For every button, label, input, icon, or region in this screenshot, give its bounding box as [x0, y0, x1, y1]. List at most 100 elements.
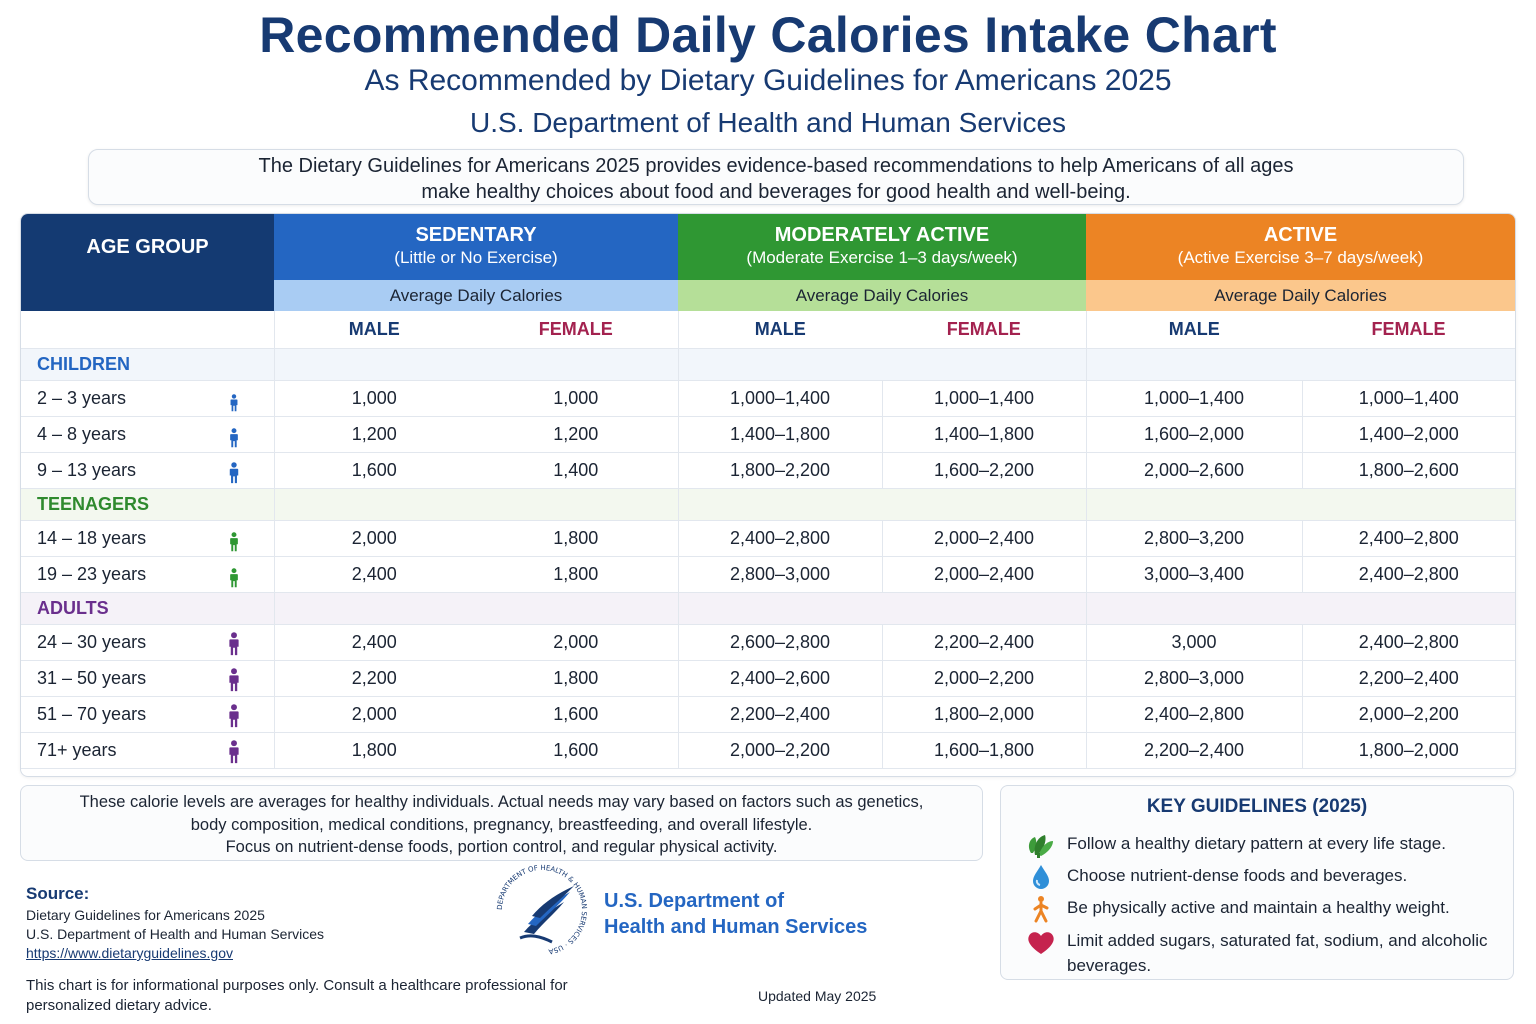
sedentary-subtitle: (Little or No Exercise): [394, 248, 558, 267]
calorie-value-cell: 2,000–2,200: [881, 660, 1086, 697]
age-cell: 14 – 18 years: [21, 520, 275, 557]
person-icon: [229, 461, 238, 483]
calorie-value-cell: 2,000: [274, 696, 474, 733]
calorie-value-cell: 3,000: [1085, 624, 1302, 661]
sedentary-female-header: FEMALE: [474, 311, 678, 349]
age-label: 71+ years: [37, 739, 117, 760]
calorie-value-cell: 1,000–1,400: [1301, 380, 1515, 417]
calorie-value-cell: 3,000–3,400: [1085, 556, 1302, 593]
age-label: 9 – 13 years: [37, 459, 137, 480]
key-guidelines-box: KEY GUIDELINES (2025) Follow a healthy d…: [1000, 785, 1514, 980]
vegetables-icon: [1025, 831, 1057, 859]
source-heading: Source:: [26, 884, 90, 903]
calorie-value-cell: 2,400–2,600: [677, 660, 882, 697]
category-fill-cell: [677, 348, 882, 381]
calorie-value-cell: 2,200–2,400: [881, 624, 1086, 661]
calorie-value-cell: 1,800: [474, 556, 678, 593]
key-item-limit-text: Limit added sugars, saturated fat, sodiu…: [1067, 931, 1488, 975]
calorie-value-cell: 1,000–1,400: [881, 380, 1086, 417]
category-fill-cell: [677, 592, 882, 625]
age-cell: 31 – 50 years: [21, 660, 275, 697]
calorie-value-cell: 1,400–1,800: [881, 416, 1086, 453]
age-cell: 2 – 3 years: [21, 380, 275, 417]
moderate-female-header: FEMALE: [882, 311, 1086, 349]
notes-line-2: body composition, medical conditions, pr…: [190, 815, 813, 834]
calorie-value-cell: 2,800–3,000: [1085, 660, 1302, 697]
moderately-active-subtitle: (Moderate Exercise 1–3 days/week): [746, 248, 1018, 267]
calorie-value-cell: 2,800–3,000: [677, 556, 882, 593]
table-row: 2 – 3 years 1,000 1,000 1,000–1,400 1,000–1,…: [21, 380, 1515, 417]
calorie-value-cell: 2,400–2,800: [677, 520, 882, 557]
calorie-value-cell: 1,200: [474, 416, 678, 453]
person-icon: [230, 393, 237, 411]
calorie-value-cell: 1,400–1,800: [677, 416, 882, 453]
hhs-name: U.S. Department of Health and Human Serv…: [604, 888, 867, 940]
calorie-value-cell: 2,400–2,800: [1301, 624, 1515, 661]
sedentary-title: SEDENTARY: [415, 224, 537, 246]
disclaimer: This chart is for informational purposes…: [26, 977, 568, 1014]
category-fill-cell: [882, 592, 1086, 625]
age-cell: 9 – 13 years: [21, 452, 275, 489]
age-label: 4 – 8 years: [37, 423, 127, 444]
table-row: 14 – 18 years 2,000 1,800 2,400–2,800 2,000–…: [21, 520, 1515, 557]
category-row: CHILDREN: [21, 348, 1515, 381]
calorie-value-cell: 1,800: [474, 660, 678, 697]
table-row: 9 – 13 years 1,600 1,400 1,800–2,200 1,600–2…: [21, 452, 1515, 489]
running-person-icon: [1025, 895, 1057, 923]
calorie-value-cell: 1,000–1,400: [677, 380, 882, 417]
active-male-header: MALE: [1085, 311, 1302, 349]
active-avg-label: Average Daily Calories: [1086, 280, 1515, 311]
intro-line-1: The Dietary Guidelines for Americans 202…: [258, 155, 1294, 177]
age-group-header: AGE GROUP: [21, 214, 274, 280]
age-cell: 19 – 23 years: [21, 556, 275, 593]
category-fill-cell: [273, 488, 474, 521]
calorie-value-cell: 2,200–2,400: [1085, 732, 1302, 769]
moderately-active-header: MODERATELY ACTIVE (Moderate Exercise 1–3…: [678, 214, 1086, 280]
calorie-value-cell: 2,200: [274, 660, 474, 697]
calorie-value-cell: 2,000–2,400: [881, 556, 1086, 593]
moderately-active-title: MODERATELY ACTIVE: [774, 224, 990, 246]
hhs-seal-logo: DEPARTMENT OF HEALTH & HUMAN SERVICES · …: [494, 862, 590, 958]
calorie-value-cell: 2,600–2,800: [677, 624, 882, 661]
calorie-value-cell: 1,400–2,000: [1301, 416, 1515, 453]
calorie-value-cell: 1,600–2,000: [1085, 416, 1302, 453]
category-fill-cell: [882, 488, 1086, 521]
calorie-value-cell: 2,000: [274, 520, 474, 557]
calorie-value-cell: 2,000–2,200: [677, 732, 882, 769]
table-row: 4 – 8 years 1,200 1,200 1,400–1,800 1,400–1,…: [21, 416, 1515, 453]
calorie-value-cell: 1,800–2,000: [881, 696, 1086, 733]
calorie-value-cell: 2,000: [474, 624, 678, 661]
category-fill-cell: [474, 488, 678, 521]
moderate-male-header: MALE: [677, 311, 882, 349]
key-item-active-text: Be physically active and maintain a heal…: [1067, 898, 1450, 917]
category-fill-cell: [474, 348, 678, 381]
person-icon: [228, 631, 239, 655]
page-subtitle: As Recommended by Dietary Guidelines for…: [364, 64, 1172, 97]
source-link[interactable]: https://www.dietaryguidelines.gov: [26, 945, 233, 961]
age-cell: 71+ years: [21, 732, 275, 769]
heart-icon: [1025, 928, 1057, 956]
calorie-value-cell: 1,600–1,800: [881, 732, 1086, 769]
calorie-value-cell: 1,600: [474, 696, 678, 733]
active-subtitle: (Active Exercise 3–7 days/week): [1177, 248, 1424, 267]
person-icon: [229, 567, 238, 587]
calorie-value-cell: 1,800–2,600: [1301, 452, 1515, 489]
moderately-active-avg-label: Average Daily Calories: [678, 280, 1086, 311]
category-fill-cell: [1085, 348, 1302, 381]
key-guidelines-title: KEY GUIDELINES (2025): [1146, 796, 1368, 817]
category-row: TEENAGERS: [21, 488, 1515, 521]
age-cell: 24 – 30 years: [21, 624, 275, 661]
agency-line: U.S. Department of Health and Human Serv…: [469, 107, 1067, 138]
sedentary-male-header: MALE: [274, 311, 474, 349]
calorie-value-cell: 1,200: [274, 416, 474, 453]
calorie-value-cell: 1,600–2,200: [881, 452, 1086, 489]
calorie-value-cell: 1,000–1,400: [1085, 380, 1302, 417]
category-label: TEENAGERS: [21, 488, 274, 521]
water-drop-icon: [1025, 863, 1057, 891]
active-title: ACTIVE: [1263, 224, 1338, 246]
age-header-spacer: [21, 311, 275, 349]
calorie-value-cell: 1,600: [474, 732, 678, 769]
person-icon: [228, 703, 239, 727]
category-fill-cell: [1085, 488, 1302, 521]
person-icon: [229, 427, 238, 447]
